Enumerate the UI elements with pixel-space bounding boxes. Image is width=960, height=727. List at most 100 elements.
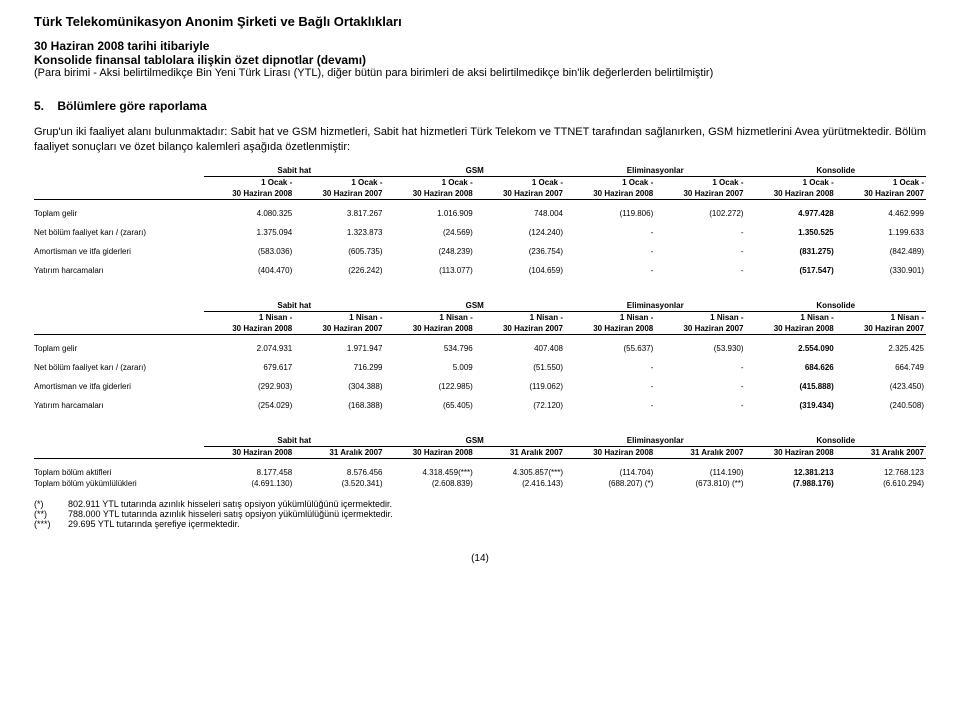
cell: (168.388) — [294, 400, 384, 411]
cell: 1.375.094 — [204, 227, 294, 238]
col-header: 30 Haziran 2008 — [385, 323, 475, 335]
footnote-text: 802.911 YTL tutarında azınlık hisseleri … — [68, 499, 392, 509]
cell: (119.062) — [475, 381, 565, 392]
cell: - — [655, 400, 745, 411]
row-label: Toplam bölüm yükümlülükleri — [34, 478, 204, 489]
footnote: (**) 788.000 YTL tutarında azınlık hisse… — [34, 509, 926, 519]
col-period: 1 Ocak - — [655, 176, 745, 188]
cell: 407.408 — [475, 343, 565, 354]
col-period: 1 Ocak - — [385, 176, 475, 188]
cell: (236.754) — [475, 246, 565, 257]
cell: 5.009 — [385, 362, 475, 373]
cell: 716.299 — [294, 362, 384, 373]
cell: 3.817.267 — [294, 208, 384, 219]
cell: 4.305.857(***) — [475, 467, 565, 478]
cell: 1.350.525 — [746, 227, 836, 238]
col-period: 1 Ocak - — [565, 176, 655, 188]
col-period: 1 Nisan - — [475, 311, 565, 323]
cell: 679.617 — [204, 362, 294, 373]
cell: (248.239) — [385, 246, 475, 257]
row-label: Toplam bölüm aktifleri — [34, 467, 204, 478]
group-header: Eliminasyonlar — [565, 435, 746, 447]
table-period-row: 1 Nisan - 1 Nisan - 1 Nisan - 1 Nisan - … — [34, 311, 926, 323]
cell: 1.199.633 — [836, 227, 926, 238]
page-number: (14) — [34, 553, 926, 564]
cell: (124.240) — [475, 227, 565, 238]
row-label: Toplam gelir — [34, 343, 204, 354]
cell: 664.749 — [836, 362, 926, 373]
cell: 1.016.909 — [385, 208, 475, 219]
cell: 12.381.213 — [746, 467, 836, 478]
cell: (4.691.130) — [204, 478, 294, 489]
group-header: Sabit hat — [204, 165, 385, 177]
row-label: Net bölüm faaliyet karı / (zararı) — [34, 227, 204, 238]
page: Türk Telekomünikasyon Anonim Şirketi ve … — [0, 0, 960, 574]
cell: 4.462.999 — [836, 208, 926, 219]
col-header: 30 Haziran 2007 — [836, 188, 926, 200]
cell: 684.626 — [746, 362, 836, 373]
cell: 4.080.325 — [204, 208, 294, 219]
col-period: 1 Ocak - — [475, 176, 565, 188]
cell: (292.903) — [204, 381, 294, 392]
table-row: Amortisman ve itfa giderleri (292.903) (… — [34, 381, 926, 392]
col-header: 30 Haziran 2007 — [294, 188, 384, 200]
table-row: Toplam bölüm yükümlülükleri (4.691.130) … — [34, 478, 926, 489]
cell: - — [565, 246, 655, 257]
cell: (114.704) — [565, 467, 655, 478]
cell: (3.520.341) — [294, 478, 384, 489]
cell: - — [565, 227, 655, 238]
col-period: 1 Nisan - — [204, 311, 294, 323]
cell: (6.610.294) — [836, 478, 926, 489]
cell: (831.275) — [746, 246, 836, 257]
col-header: 30 Haziran 2008 — [746, 446, 836, 458]
table-row: Net bölüm faaliyet karı / (zararı) 1.375… — [34, 227, 926, 238]
section-paragraph: Grup'un iki faaliyet alanı bulunmaktadır… — [34, 125, 926, 155]
col-period: 1 Nisan - — [294, 311, 384, 323]
col-header: 30 Haziran 2007 — [294, 323, 384, 335]
table-row: Yatırım harcamaları (254.029) (168.388) … — [34, 400, 926, 411]
cell: 8.177.458 — [204, 467, 294, 478]
row-label: Toplam gelir — [34, 208, 204, 219]
cell: (673.810) (**) — [655, 478, 745, 489]
cell: 2.554.090 — [746, 343, 836, 354]
table-2: Sabit hat GSM Eliminasyonlar Konsolide 1… — [34, 300, 926, 411]
table-group-header: Sabit hat GSM Eliminasyonlar Konsolide — [34, 300, 926, 312]
table-date-row: 30 Haziran 2008 31 Aralık 2007 30 Hazira… — [34, 446, 926, 458]
group-header: GSM — [385, 435, 566, 447]
footnote-mark: (*) — [34, 499, 68, 509]
footnote-mark: (***) — [34, 519, 68, 529]
cell: (319.434) — [746, 400, 836, 411]
group-header: Eliminasyonlar — [565, 165, 746, 177]
cell: (2.608.839) — [385, 478, 475, 489]
cell: (114.190) — [655, 467, 745, 478]
table-3: Sabit hat GSM Eliminasyonlar Konsolide 3… — [34, 435, 926, 489]
header-unit-note: (Para birimi - Aksi belirtilmedikçe Bin … — [34, 67, 926, 79]
row-label: Amortisman ve itfa giderleri — [34, 381, 204, 392]
table-1: Sabit hat GSM Eliminasyonlar Konsolide 1… — [34, 165, 926, 276]
cell: 4.977.428 — [746, 208, 836, 219]
header-date: 30 Haziran 2008 tarihi itibariyle — [34, 39, 926, 53]
group-header: Konsolide — [746, 435, 927, 447]
section-title: 5. Bölümlere göre raporlama — [34, 99, 926, 113]
row-label: Yatırım harcamaları — [34, 400, 204, 411]
table-date-row: 30 Haziran 2008 30 Haziran 2007 30 Hazir… — [34, 188, 926, 200]
col-header: 31 Aralık 2007 — [655, 446, 745, 458]
cell: (65.405) — [385, 400, 475, 411]
section-title-text: Bölümlere göre raporlama — [57, 99, 206, 113]
table-row: Toplam bölüm aktifleri 8.177.458 8.576.4… — [34, 467, 926, 478]
cell: 1.971.947 — [294, 343, 384, 354]
cell: 12.768.123 — [836, 467, 926, 478]
table-row: Toplam gelir 2.074.931 1.971.947 534.796… — [34, 343, 926, 354]
col-header: 30 Haziran 2008 — [746, 188, 836, 200]
cell: (113.077) — [385, 265, 475, 276]
col-header: 31 Aralık 2007 — [294, 446, 384, 458]
cell: (7.988.176) — [746, 478, 836, 489]
col-period: 1 Ocak - — [294, 176, 384, 188]
cell: - — [655, 381, 745, 392]
footnote: (*) 802.911 YTL tutarında azınlık hissel… — [34, 499, 926, 509]
col-header: 30 Haziran 2008 — [565, 323, 655, 335]
cell: (240.508) — [836, 400, 926, 411]
cell: - — [565, 362, 655, 373]
cell: (583.036) — [204, 246, 294, 257]
cell: - — [565, 381, 655, 392]
